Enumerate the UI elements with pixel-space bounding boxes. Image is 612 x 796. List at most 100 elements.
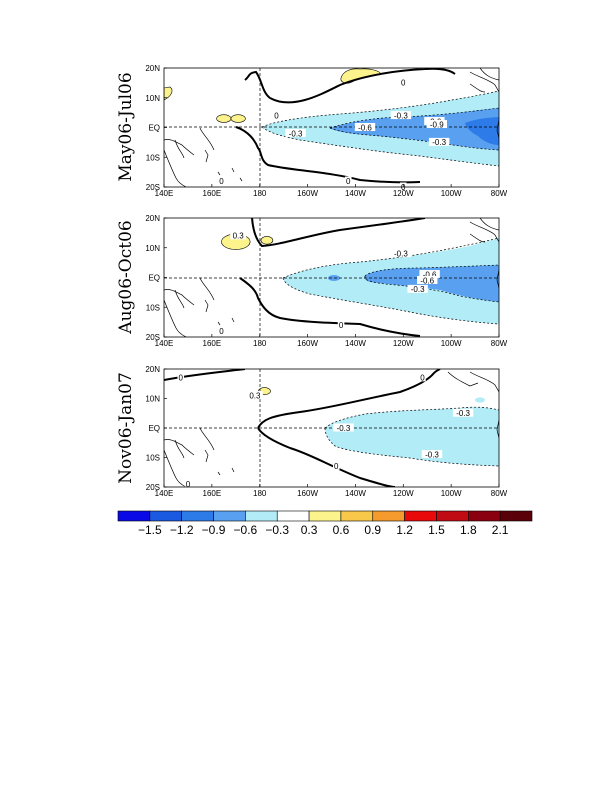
axes: 140E 160E 180 160W 140W 120W 100W 80W 20N 10N EQ 10… <box>145 365 507 498</box>
contour-label: 0 <box>339 321 344 330</box>
anomaly-region-minus-0.3 <box>325 407 499 466</box>
contour-label: 0 <box>346 177 351 186</box>
contour-minus-0.3 <box>324 406 499 467</box>
x-tick-label: 120W <box>393 189 414 198</box>
x-tick-label: 140W <box>345 339 366 348</box>
y-tick-label: 10N <box>145 244 160 253</box>
colorbar-tick-label: 0.6 <box>333 523 350 537</box>
y-tick-label: 10S <box>146 454 160 463</box>
contour-label: 0 <box>186 480 191 489</box>
colorbar-tick-label: 0.3 <box>301 523 318 537</box>
contour-label: -0.3 <box>411 285 425 294</box>
y-tick-label: EQ <box>148 124 160 133</box>
panel-aug06-oct06: Aug06-Oct06 0.3-0.3-0.3-0.6-0.600 140E 16… <box>116 214 508 348</box>
y-tick-label: 10S <box>146 153 160 162</box>
contour-minus-0.3 <box>282 237 499 325</box>
contour-label: -0.6 <box>423 270 437 279</box>
coastline <box>164 218 499 337</box>
contour-zero <box>164 369 441 487</box>
panel-nov06-jan07: Nov06-Jan07 0 0 0 0 0.3 -0.3 -0.3 -0.3 140E 160E… <box>116 365 508 498</box>
y-tick-label: EQ <box>148 424 160 433</box>
contour-label: 0 <box>420 374 425 383</box>
colorbar: −1.5 −1.2 −0.9 −0.6 −0.3 0.3 0.6 0.9 1.2 1.5 1.8 2.… <box>117 510 533 537</box>
x-tick-label: 140E <box>155 189 174 198</box>
contour-label: 0 <box>219 327 224 336</box>
x-tick-label: 160W <box>297 489 318 498</box>
axes: 140E 160E 180 160W 140W 120W 100W 80W 20N 10N EQ 10… <box>145 214 507 348</box>
colorbar-swatch <box>499 510 533 522</box>
contour-label: -0.3 <box>456 409 470 418</box>
x-tick-label: 160E <box>203 489 222 498</box>
contour-label-bg <box>218 326 225 335</box>
contour-label: 0.3 <box>249 391 261 400</box>
axes: 140E 160E 180 160W 140W 120W 100W 80W 20N 10N EQ 10… <box>145 64 507 198</box>
contour-label: -0.6 <box>420 276 434 285</box>
colorbar-swatch <box>245 510 278 522</box>
x-tick-label: 80W <box>491 489 508 498</box>
colorbar-swatch <box>436 510 469 522</box>
contour-label: -0.6 <box>358 123 372 132</box>
contour-minus-0.6 <box>364 264 499 303</box>
contour-label: -0.3 <box>394 111 408 120</box>
contour-label: -0.3 <box>425 450 439 459</box>
y-tick-label: 10N <box>145 94 160 103</box>
colorbar-tick-label: −0.6 <box>234 523 258 537</box>
colorbar-tick-label: 0.9 <box>364 523 381 537</box>
panel-may06-jul06: May06-Jul06 00000-0.3-0.3-0.3-0.6-0.6-0.… <box>116 64 508 198</box>
contour-label-bg <box>426 120 447 129</box>
coastline <box>164 68 499 187</box>
x-tick-label: 80W <box>491 189 508 198</box>
contour-label-bg <box>452 408 474 417</box>
contour-labels: 0.3-0.3-0.3-0.6-0.600 <box>218 231 440 336</box>
contour-minus-0.6 <box>329 107 499 151</box>
x-tick-label: 160E <box>203 339 222 348</box>
contour-zero <box>239 218 426 337</box>
warm-anomaly-patch <box>260 236 274 245</box>
contour-label-bg <box>399 78 407 87</box>
contour-label: -0.3 <box>337 424 351 433</box>
x-tick-label: 140E <box>155 489 174 498</box>
y-tick-label: 20S <box>146 333 160 342</box>
y-tick-label: 20S <box>146 483 160 492</box>
contour-label-bg <box>285 128 306 137</box>
anomaly-cell-minus-0.3 <box>475 397 485 403</box>
contour-label-bg <box>333 423 354 432</box>
x-tick-label: 100W <box>441 489 462 498</box>
y-tick-label: 20N <box>145 64 160 73</box>
colorbar-swatch <box>213 510 246 522</box>
contour-label-bg <box>273 111 280 120</box>
colorbar-tick-label: 1.5 <box>428 523 445 537</box>
warm-anomaly-patch <box>230 114 246 123</box>
contour-label-bg <box>247 391 263 400</box>
colorbar-tick-label: −1.5 <box>138 523 162 537</box>
x-tick-label: 160W <box>297 189 318 198</box>
contour-minus-0.3 <box>261 90 499 167</box>
coastline <box>164 371 499 487</box>
x-tick-label: 140W <box>345 489 366 498</box>
contour-label-bg <box>354 123 376 131</box>
contour-label: 0 <box>274 111 279 120</box>
colorbar-swatch <box>276 510 310 522</box>
contour-label-bg <box>419 270 440 279</box>
colorbar-swatch <box>149 510 182 522</box>
x-tick-label: 80W <box>491 339 508 348</box>
contour-label: 0 <box>334 462 339 471</box>
y-tick-label: 10N <box>145 395 160 404</box>
colorbar-tick-label: −1.2 <box>170 523 194 537</box>
x-tick-label: 120W <box>393 489 414 498</box>
contour-label-bg <box>230 231 247 240</box>
panel-title: May06-Jul06 <box>116 72 136 181</box>
colorbar-tick-label: 1.2 <box>396 523 413 537</box>
contour-label-bg <box>428 137 450 146</box>
contour-label-bg <box>417 275 438 284</box>
x-tick-label: 160E <box>203 189 222 198</box>
contour-label-bg <box>177 373 185 382</box>
x-tick-label: 160W <box>297 339 318 348</box>
y-tick-label: 20S <box>146 183 160 192</box>
contour-label: 0 <box>401 79 406 88</box>
x-tick-label: 120W <box>393 339 414 348</box>
y-tick-label: EQ <box>148 274 160 283</box>
contour-label-bg <box>421 450 443 459</box>
